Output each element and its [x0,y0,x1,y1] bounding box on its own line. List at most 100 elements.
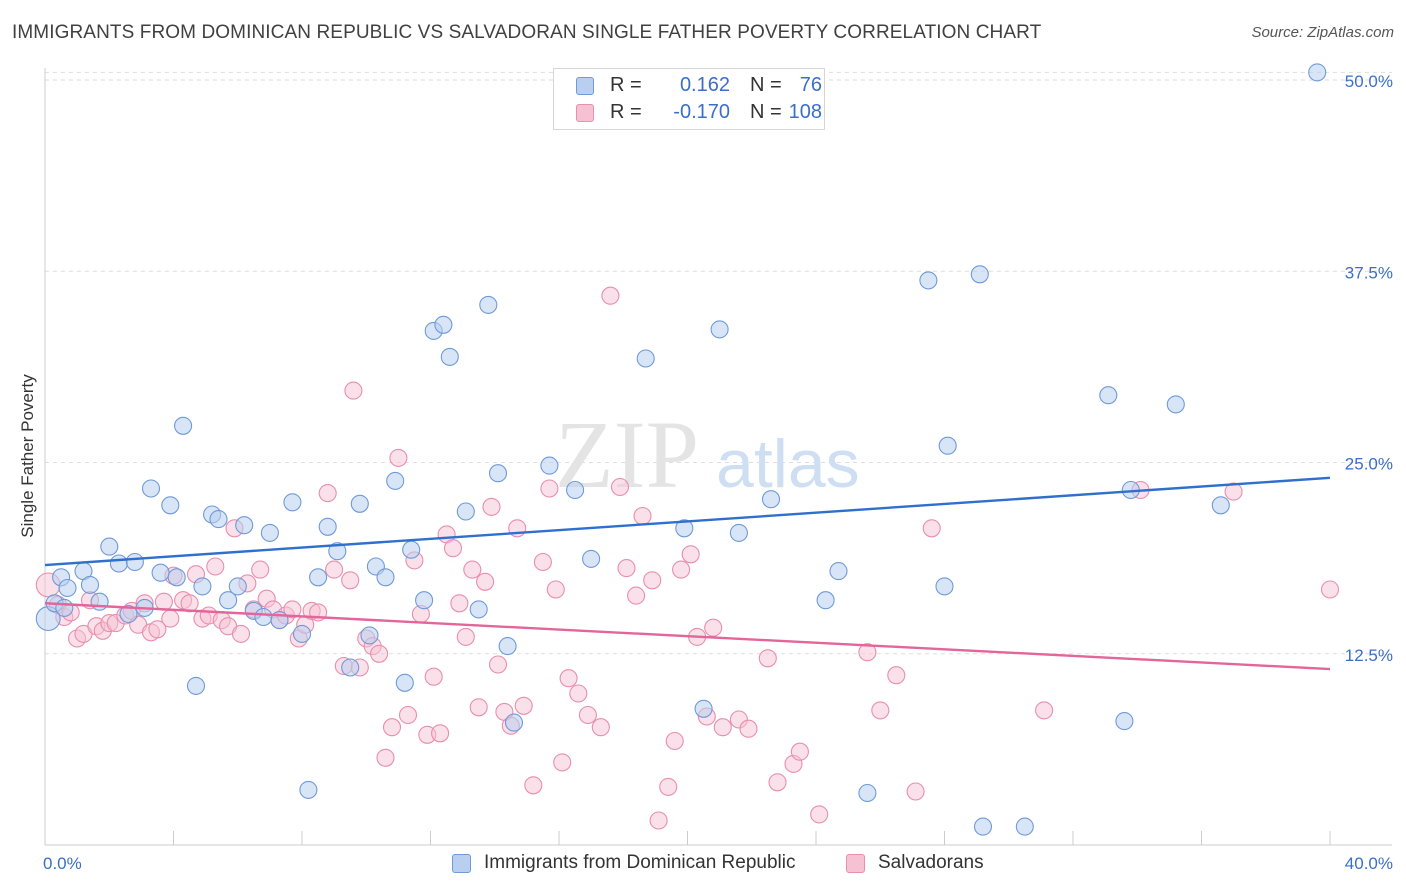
dominican-point [710,320,729,339]
salvadoran-point [148,620,167,639]
dominican-point [109,554,128,573]
salvadoran-point [424,667,443,686]
salvadoran-point [463,560,482,579]
salvadoran-point [206,557,225,576]
dominican-point [935,577,954,596]
salvadoran-point [681,545,700,564]
dominican-point [761,490,781,509]
dominican-point [161,496,180,515]
salvadoran-point [810,805,829,824]
salvadoran-point [488,655,508,674]
dominican-point [309,568,328,587]
salvadorans-points [35,286,1340,830]
dominican-point [350,494,369,513]
dominican-point [151,563,170,582]
bottom-legend-swatch-blue [452,854,471,873]
dominican-point [299,780,318,799]
dominican-point [1166,395,1185,414]
salvadoran-point [559,669,578,688]
salvadoran-point [610,477,630,497]
legend-r-label: R = [610,74,642,96]
salvadoran-point [344,381,363,400]
dominican-point [488,464,508,483]
dominican-point [328,542,347,561]
salvadoran-point [713,718,732,737]
salvadoran-point [643,571,662,590]
salvadoran-point [469,698,488,717]
legend-r-value: -0.170 [673,101,730,123]
salvadoran-point [1035,701,1054,720]
dominican-point [816,591,835,610]
dominican-point [235,516,254,535]
dominican-point [540,456,559,475]
dominican-point [415,591,434,610]
salvadoran-point [659,777,678,796]
dominican-point [55,598,74,617]
dominican-point [434,315,453,334]
dominican-point [119,604,138,624]
dominican-point [456,502,475,521]
dominican-point [125,552,144,572]
salvadoran-point [231,624,251,643]
salvadoran-point [546,580,565,599]
salvadoran-point [871,701,890,720]
salvadoran-point [341,571,360,590]
salvadoran-point [476,572,495,591]
salvadoran-point [617,559,636,578]
dominican-point [341,658,360,677]
y-tick-label: 37.5% [1345,263,1393,282]
salvadoran-point [665,731,684,751]
dominican-point [402,540,421,559]
salvadoran-point [633,506,652,526]
dominican-point [566,480,585,500]
dominican-point [90,592,109,611]
salvadoran-point [758,649,777,668]
dominican-point [386,471,405,490]
bottom-legend-swatch-pink [846,854,865,873]
x-tick-label-max: 40.0% [1345,854,1393,873]
salvadoran-point [450,594,469,613]
legend-swatch-blue [576,77,594,95]
salvadoran-point [154,592,173,611]
dominican-point [360,626,379,645]
salvadoran-point [533,552,552,572]
salvadoran-point [591,718,610,737]
salvadoran-point [768,773,787,792]
salvadoran-point [649,811,668,830]
dominican-point [80,575,100,594]
dominican-point [376,568,395,587]
dominican-point [973,817,993,836]
legend-r-label: R = [610,101,642,123]
salvadoran-point [524,776,543,795]
x-tick-label-min: 0.0% [43,854,82,873]
salvadoran-point [672,560,691,579]
dominican-point [209,510,228,529]
dominican-point [858,783,877,803]
salvadoran-point [431,724,450,743]
legend-n-label: N = [750,74,782,96]
trend-lines [44,476,1331,671]
salvadoran-point [318,484,337,503]
dominican-point [174,416,193,435]
dominican-point [219,591,238,610]
dominican-point [260,523,279,542]
salvadoran-point [601,286,620,305]
dominican-point [228,577,247,596]
dominican-point [729,523,748,542]
salvadoran-trend-line [44,602,1331,671]
salvadoran-point [887,666,906,685]
dominican-point [829,562,848,581]
salvadoran-point [325,560,344,579]
source-label: Source: ZipAtlas.com [1251,24,1394,41]
salvadoran-point [553,753,572,772]
salvadoran-point [382,718,402,737]
dominican-trend-line [44,476,1331,567]
grid-layer [45,71,1392,655]
salvadoran-point [790,742,809,761]
salvadoran-point [370,644,389,663]
salvadoran-point [627,586,646,605]
dominican-point [1099,386,1118,405]
dominican-point [636,349,655,368]
dominican-point [254,607,273,627]
salvadoran-point [443,539,463,558]
